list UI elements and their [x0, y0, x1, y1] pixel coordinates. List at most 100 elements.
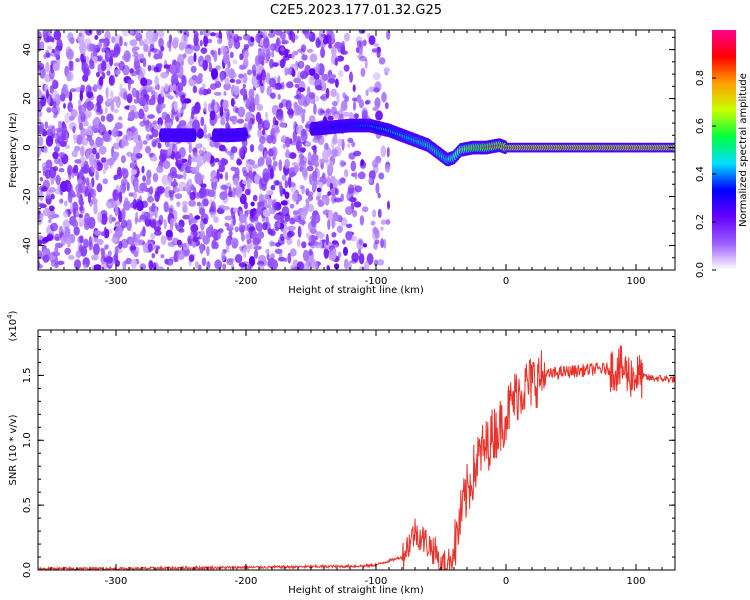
heatmap-cell — [64, 247, 71, 255]
heatmap-cell — [358, 30, 366, 34]
heatmap-cell — [142, 113, 146, 125]
heatmap-cell — [242, 83, 246, 89]
heatmap-cell — [55, 174, 61, 186]
heatmap-cell — [208, 61, 212, 73]
heatmap-cell — [245, 232, 250, 241]
heatmap-cell — [93, 84, 98, 93]
heatmap-cell — [142, 88, 149, 95]
heatmap-cell — [218, 164, 225, 173]
heatmap-cell — [281, 236, 285, 242]
heatmap-cell — [138, 108, 145, 120]
heatmap-cell — [384, 102, 389, 110]
heatmap-cell — [360, 159, 365, 167]
heatmap-cell — [278, 159, 283, 172]
heatmap-cell — [40, 212, 44, 219]
heatmap-cell — [210, 201, 216, 213]
heatmap-cell — [124, 260, 129, 265]
heatmap-cell — [257, 201, 265, 208]
heatmap-cell — [332, 100, 338, 107]
heatmap-cell — [82, 55, 87, 63]
heatmap-cell — [194, 215, 201, 220]
heatmap-cell — [75, 250, 82, 259]
heatmap-cell — [196, 192, 200, 197]
heatmap-cell — [48, 205, 55, 212]
heatmap-cell — [248, 119, 253, 131]
heatmap-cell — [79, 41, 87, 54]
heatmap-cell — [373, 87, 380, 93]
heatmap-cell — [377, 192, 381, 199]
heatmap-cell — [198, 264, 202, 270]
heatmap-cell — [155, 248, 159, 255]
heatmap-cell — [252, 194, 258, 202]
heatmap-cell — [178, 228, 185, 233]
heatmap-cell — [64, 200, 68, 207]
heatmap-cell — [225, 237, 232, 247]
heatmap-cell — [198, 149, 203, 155]
heatmap-cell — [244, 210, 252, 214]
heatmap-cell — [38, 259, 41, 270]
heatmap-cell — [120, 208, 126, 221]
heatmap-cell — [169, 64, 176, 75]
heatmap-cell — [264, 111, 269, 120]
heatmap-cell — [319, 109, 325, 114]
heatmap-cell — [375, 182, 380, 195]
heatmap-cell — [51, 89, 59, 102]
heatmap-cell — [281, 174, 287, 181]
heatmap-cell — [43, 248, 47, 256]
heatmap-cell — [273, 132, 278, 137]
heatmap-cell — [268, 32, 276, 38]
heatmap-cell — [337, 251, 342, 258]
heatmap-cell — [287, 109, 294, 116]
heatmap-cell — [96, 238, 104, 246]
heatmap-cell — [316, 214, 321, 223]
heatmap-cell — [64, 112, 72, 124]
heatmap-cell — [318, 158, 326, 163]
heatmap-cell — [325, 87, 330, 99]
heatmap-cell — [182, 214, 190, 220]
heatmap-cell — [144, 120, 152, 132]
heatmap-cell — [301, 241, 307, 249]
snr-x-label: Height of straight line (km) — [288, 585, 424, 596]
heatmap-cell — [78, 99, 82, 106]
heatmap-cell — [105, 48, 110, 57]
heatmap-cell — [267, 198, 274, 206]
heatmap-cell — [312, 180, 316, 191]
heatmap-cell — [311, 145, 317, 151]
heatmap-cell — [147, 64, 152, 72]
heatmap-cell — [83, 238, 89, 249]
heatmap-cell — [78, 32, 82, 37]
heatmap-cell — [210, 32, 216, 37]
heatmap-cell — [387, 200, 390, 210]
heatmap-cell — [106, 158, 115, 166]
heatmap-cell — [163, 64, 170, 69]
heatmap-cell — [179, 65, 184, 77]
heatmap-cell — [171, 112, 175, 121]
heatmap-cell — [340, 104, 344, 113]
heatmap-cell — [380, 238, 384, 249]
heatmap-cell — [310, 235, 317, 243]
heatmap-cell — [48, 31, 53, 37]
heatmap-cell — [178, 181, 187, 192]
heatmap-cell — [270, 184, 276, 191]
heatmap-cell — [126, 219, 132, 232]
heatmap-cell — [291, 162, 298, 166]
heatmap-cell — [306, 48, 314, 53]
heatmap-cell — [90, 161, 98, 173]
heatmap-cell — [156, 219, 162, 227]
heatmap-cell — [257, 204, 262, 216]
heatmap-cell — [168, 34, 173, 44]
heatmap-cell — [219, 71, 225, 82]
heatmap-cell — [228, 230, 233, 237]
heatmap-cell — [315, 95, 320, 103]
heatmap-cell — [147, 114, 155, 119]
heatmap-cell — [262, 222, 268, 231]
heatmap-cell — [295, 106, 303, 115]
heatmap-cell — [102, 169, 107, 175]
heatmap-cell — [85, 177, 90, 187]
heatmap-cell — [358, 253, 365, 265]
heatmap-cell — [244, 188, 251, 196]
colorbar-tick-label: 0.2 — [695, 214, 706, 230]
heatmap-cell — [75, 210, 80, 218]
heatmap-cell — [104, 244, 109, 250]
